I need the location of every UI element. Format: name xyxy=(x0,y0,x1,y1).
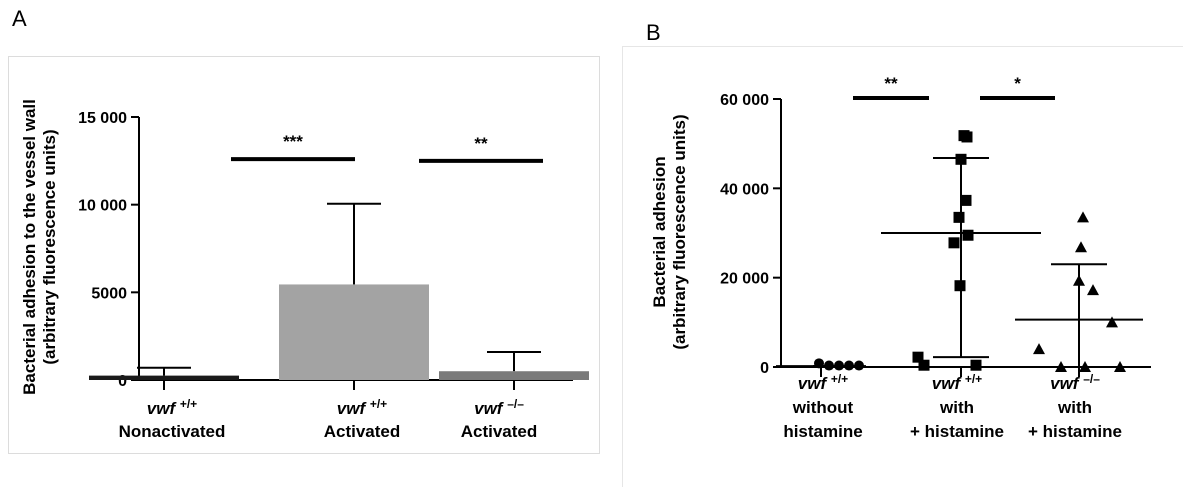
data-point-triangle xyxy=(1106,316,1118,328)
x-category-label-superscript: –/– xyxy=(507,397,524,411)
x-category-condition: Activated xyxy=(461,422,538,441)
x-category-line1: with xyxy=(939,398,974,417)
y-tick-label: 0 xyxy=(118,373,127,390)
x-category-label: vwf +/+ xyxy=(798,372,848,393)
data-point-square xyxy=(960,194,972,206)
data-point-square xyxy=(955,153,967,165)
x-category-label-genotype: vwf xyxy=(932,374,965,393)
data-point-square xyxy=(953,211,965,223)
x-category-label: vwf –/– xyxy=(474,397,524,418)
panel-b-frame: 0 20 000 40 000 60 000 Bacterial adhesion (ar… xyxy=(622,46,1183,487)
data-point-square xyxy=(948,237,960,249)
y-tick-label: 60 000 xyxy=(720,92,769,109)
data-point-square xyxy=(918,359,930,371)
x-category-label-genotype: vwf xyxy=(1050,374,1083,393)
x-category-condition: Nonactivated xyxy=(119,422,226,441)
panel-b-chart: 0 20 000 40 000 60 000 Bacterial adhesion (ar… xyxy=(650,74,1151,441)
significance-label: ** xyxy=(474,134,488,153)
data-point-triangle xyxy=(1033,343,1045,355)
panel-b-letter: B xyxy=(646,20,661,45)
x-category-line2: histamine xyxy=(783,422,862,441)
panel-a-letter: A xyxy=(12,6,27,31)
y-axis-label-line1: Bacterial adhesion xyxy=(650,156,669,307)
x-category-label-superscript: +/+ xyxy=(370,397,387,411)
data-point-circle xyxy=(814,358,824,369)
x-category-label: vwf +/+ xyxy=(147,397,197,418)
data-point-square xyxy=(912,351,924,363)
x-category-condition: Activated xyxy=(324,422,401,441)
x-category-label-superscript: +/+ xyxy=(831,372,848,386)
x-category-line1: with xyxy=(1057,398,1092,417)
data-point-triangle xyxy=(1073,274,1085,286)
data-point-triangle xyxy=(1087,284,1099,296)
data-point-circle xyxy=(844,360,854,371)
y-tick-label: 10 000 xyxy=(78,198,127,215)
y-tick-label: 15 000 xyxy=(78,110,127,127)
data-point-triangle xyxy=(1075,241,1087,253)
significance-label: ** xyxy=(884,74,898,93)
x-category-label: vwf –/– xyxy=(1050,372,1100,393)
y-axis-label-line2: (arbitrary fluorescence units) xyxy=(40,129,59,364)
y-tick-label: 5000 xyxy=(91,285,127,302)
data-point-triangle xyxy=(1079,361,1091,372)
y-tick-label: 20 000 xyxy=(720,271,769,288)
x-category-line2: + histamine xyxy=(1028,422,1122,441)
x-category-label-superscript: +/+ xyxy=(180,397,197,411)
x-category-line2: + histamine xyxy=(910,422,1004,441)
y-tick-label: 0 xyxy=(760,360,769,377)
data-point-triangle xyxy=(1055,361,1067,372)
significance-label: * xyxy=(1014,74,1021,93)
data-point-square xyxy=(958,130,970,142)
bar xyxy=(439,371,589,380)
x-category-label-genotype: vwf xyxy=(474,399,507,418)
data-point-triangle xyxy=(1077,211,1089,223)
panel-a-chart: 0 5000 10 000 15 000 Bacterial adhesion to t… xyxy=(20,99,589,441)
data-point-square xyxy=(970,359,982,371)
bar xyxy=(279,284,429,380)
x-category-label-genotype: vwf xyxy=(337,399,370,418)
y-axis-label-line2: (arbitrary fluorescence units) xyxy=(670,114,689,349)
significance-label: *** xyxy=(283,132,303,151)
y-axis-label-line1: Bacterial adhesion to the vessel wall xyxy=(20,99,39,395)
x-category-label-superscript: +/+ xyxy=(965,372,982,386)
data-point-circle xyxy=(854,360,864,371)
x-category-label-genotype: vwf xyxy=(147,399,180,418)
y-tick-label: 40 000 xyxy=(720,181,769,198)
data-point-square xyxy=(954,280,966,292)
x-category-label-superscript: –/– xyxy=(1083,372,1100,386)
x-category-label-genotype: vwf xyxy=(798,374,831,393)
bar xyxy=(89,375,239,380)
data-point-circle xyxy=(824,360,834,371)
data-point-square xyxy=(962,229,974,241)
panel-a-frame: 0 5000 10 000 15 000 Bacterial adhesion to t… xyxy=(8,56,600,454)
x-category-label: vwf +/+ xyxy=(932,372,982,393)
x-category-label: vwf +/+ xyxy=(337,397,387,418)
data-point-triangle xyxy=(1114,361,1126,372)
x-category-line1: without xyxy=(792,398,854,417)
data-point-circle xyxy=(834,360,844,371)
